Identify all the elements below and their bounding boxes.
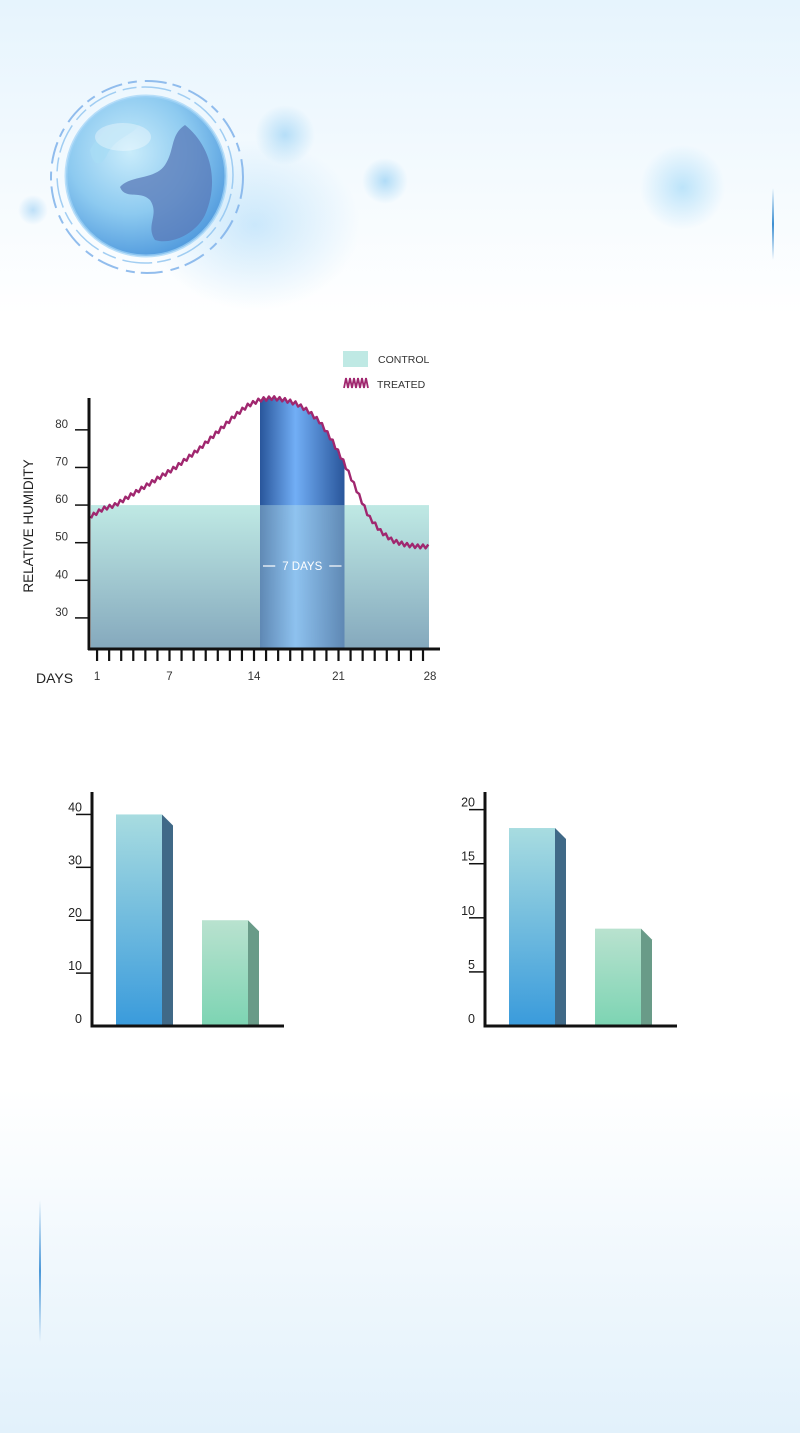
legend: CONTROL TREATED	[343, 351, 429, 391]
legend-control-label: CONTROL	[378, 354, 429, 366]
y-tick-label: 50	[55, 532, 68, 544]
bar-side	[641, 928, 652, 1025]
bar-side	[555, 828, 566, 1025]
y-tick-label: 5	[468, 958, 475, 972]
highlight-label: 7 DAYS	[263, 561, 342, 573]
y-tick-label: 15	[461, 850, 475, 864]
x-tick-label: 21	[332, 671, 345, 683]
treated-series-line	[89, 395, 430, 550]
y-tick-label: 40	[68, 800, 82, 814]
y-tick-label: 10	[68, 959, 82, 973]
y-tick-label: 20	[461, 796, 475, 810]
bar-side	[162, 814, 173, 1025]
background-glow	[18, 195, 48, 225]
y-tick-label: 30	[55, 607, 68, 619]
bar	[509, 828, 555, 1025]
background-glow	[640, 145, 725, 230]
legend-control-swatch	[343, 351, 368, 367]
humidity-chart: 7 DAYS 30 40 50 60 70 80 1 7 14 21 28 RELATIVE HU…	[21, 351, 440, 686]
bar-chart-left: 0 10 20 30 40	[68, 792, 284, 1028]
earth-globe-icon	[50, 80, 244, 274]
x-axis-label: DAYS	[36, 670, 73, 686]
highlight-label-text: 7 DAYS	[282, 561, 322, 573]
y-tick-label: 80	[55, 419, 68, 431]
y-tick-label: 10	[461, 904, 475, 918]
y-tick-label: 20	[68, 906, 82, 920]
y-tick-label: 40	[55, 569, 68, 581]
decorative-divider	[39, 1200, 41, 1342]
x-tick-label: 7	[166, 671, 172, 683]
bar	[116, 814, 162, 1025]
legend-treated-swatch	[343, 377, 369, 389]
y-tick-label: 0	[75, 1012, 82, 1026]
x-tick-label: 14	[248, 671, 261, 683]
background-glow	[362, 158, 408, 204]
bar-side	[248, 920, 259, 1025]
x-tick-label: 28	[424, 671, 437, 683]
bar	[202, 920, 248, 1025]
y-axis-label: RELATIVE HUMIDITY	[21, 459, 36, 592]
bar-chart-right: 0 5 10 15 20	[461, 792, 677, 1028]
background-glow	[255, 105, 315, 165]
legend-treated-label: TREATED	[377, 379, 426, 391]
control-overlay	[260, 505, 345, 648]
x-tick-label: 1	[94, 671, 100, 683]
y-tick-label: 60	[55, 494, 68, 506]
y-tick-label: 0	[468, 1012, 475, 1026]
y-tick-label: 70	[55, 456, 68, 468]
bar	[595, 928, 641, 1025]
y-tick-label: 30	[68, 853, 82, 867]
decorative-divider	[772, 188, 774, 260]
